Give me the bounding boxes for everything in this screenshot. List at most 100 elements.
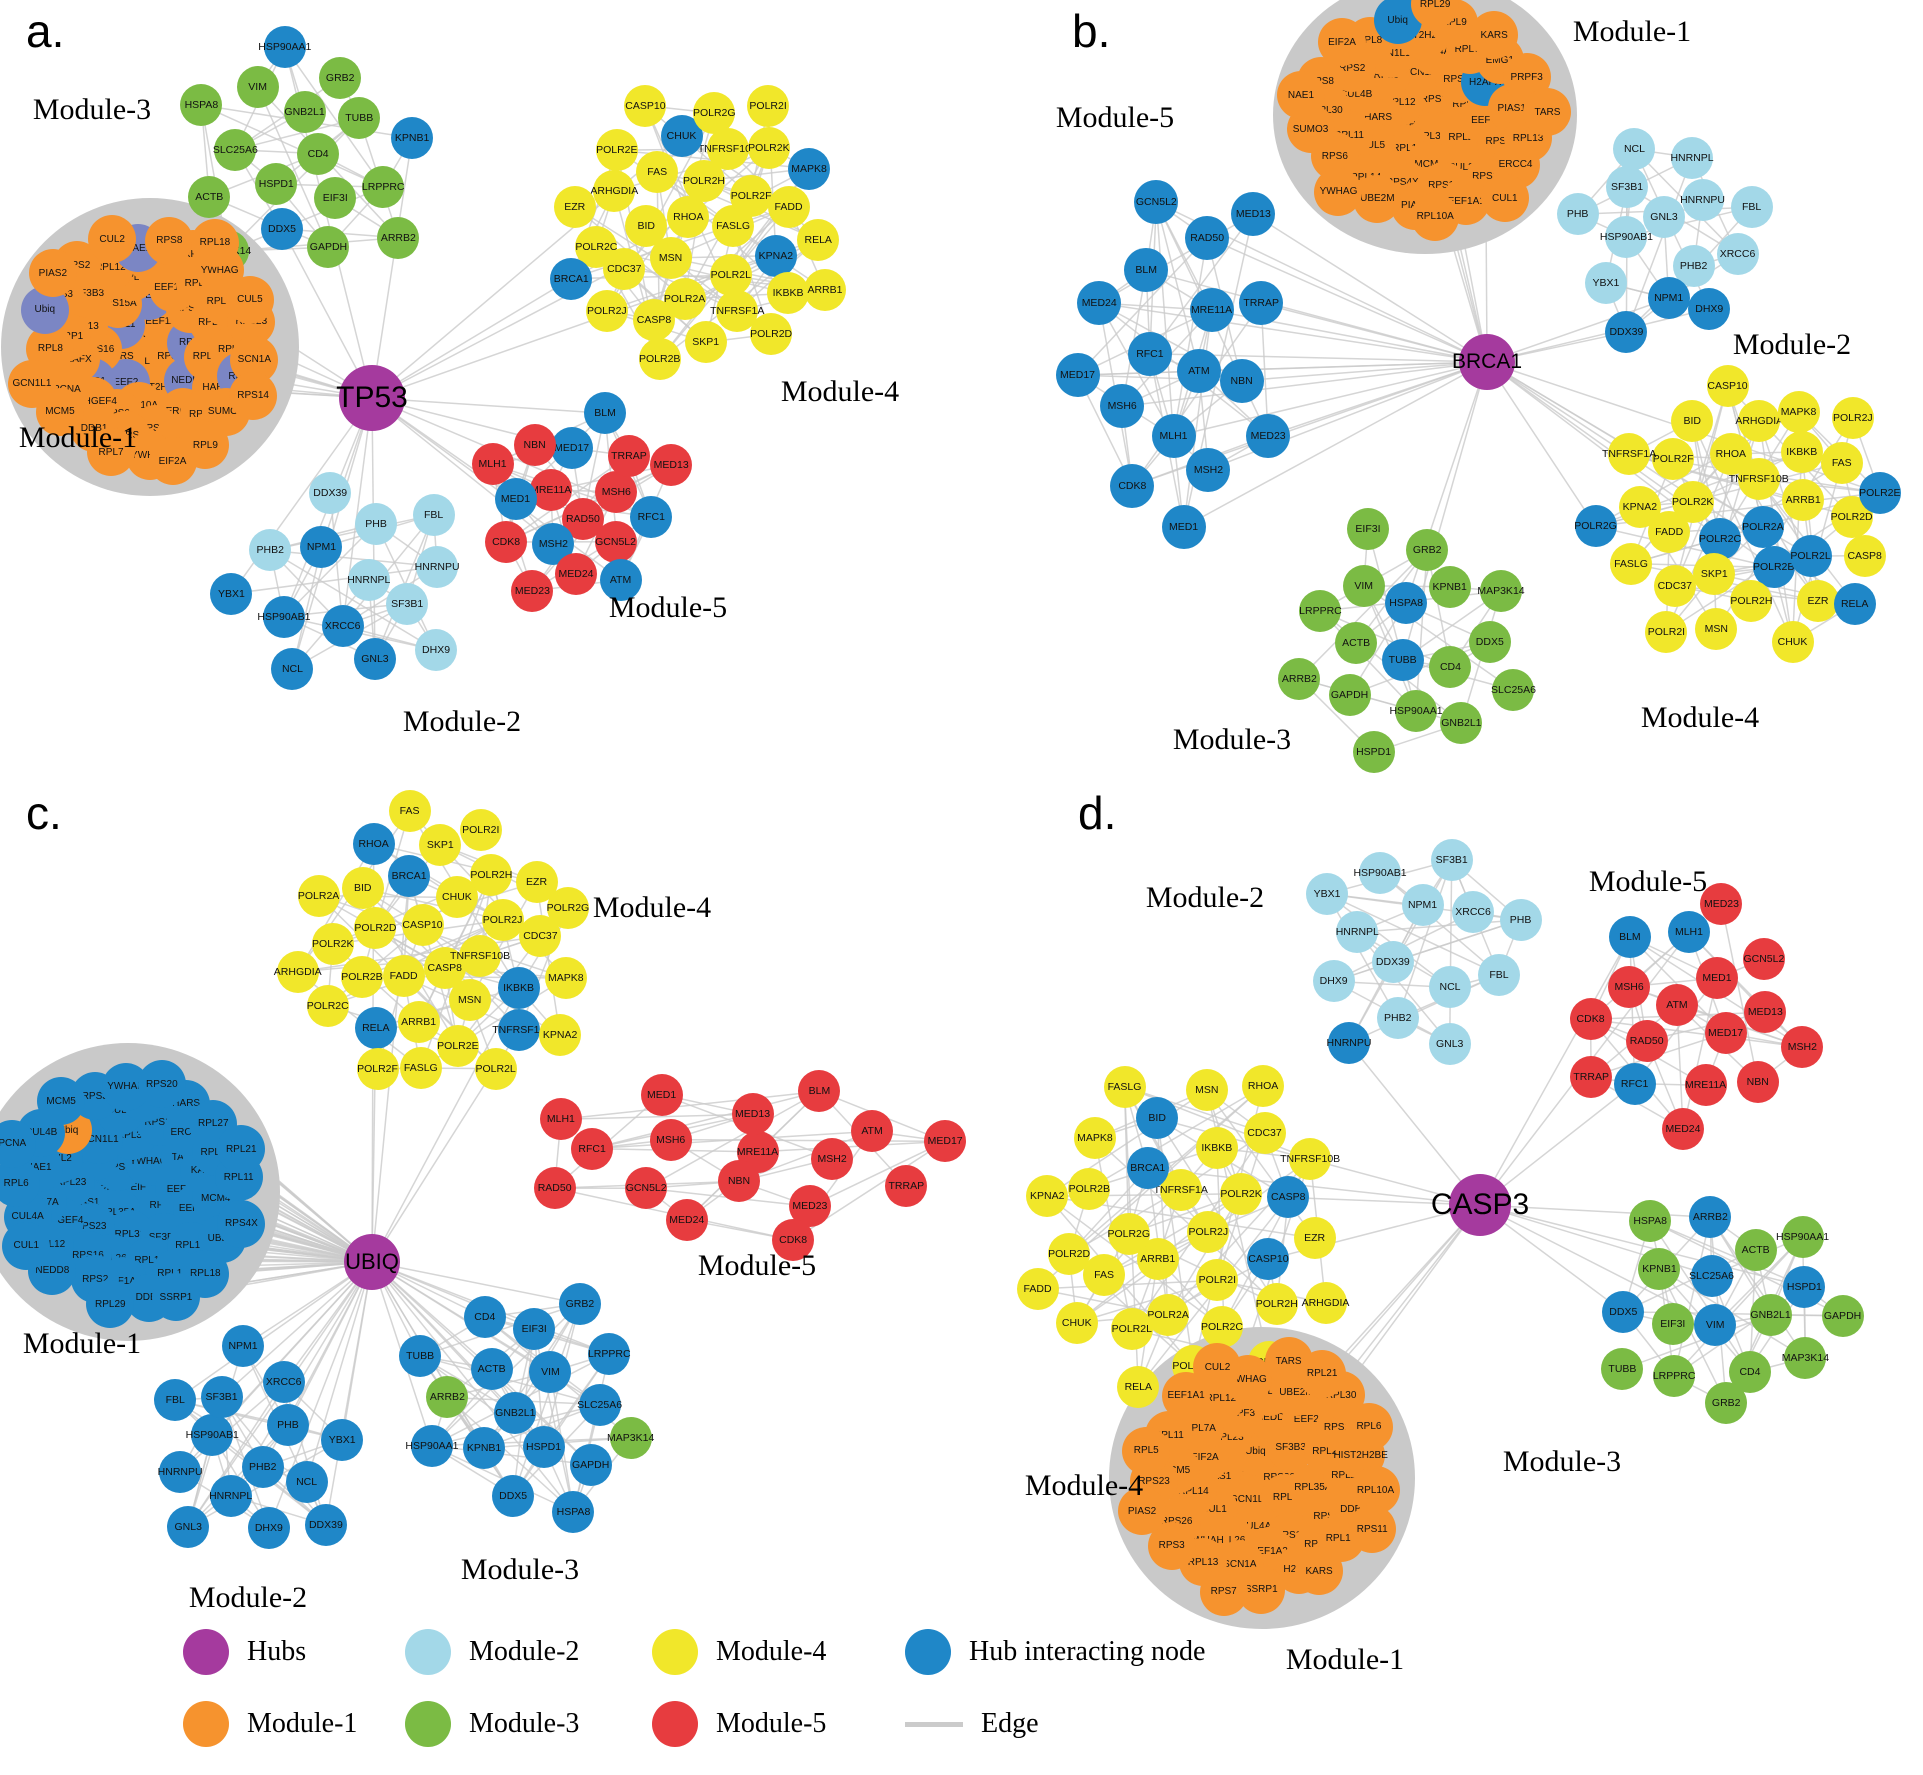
node-VIM[interactable]: VIM xyxy=(1694,1303,1737,1346)
node-TUBB[interactable]: TUBB xyxy=(338,97,381,140)
node-HNRNPU[interactable]: HNRNPU xyxy=(415,545,460,588)
node-RPS4X[interactable]: RPS4X xyxy=(217,1199,266,1248)
node-POLR2D[interactable]: POLR2D xyxy=(354,907,396,950)
node-MLH1[interactable]: MLH1 xyxy=(1151,414,1196,459)
node-GRB2[interactable]: GRB2 xyxy=(558,1282,601,1325)
node-TNFRSF10B[interactable]: TNFRSF10B xyxy=(450,934,510,977)
node-DDX5[interactable]: DDX5 xyxy=(1602,1290,1645,1333)
node-POLR2L[interactable]: POLR2L xyxy=(474,1047,517,1090)
node-CASP8[interactable]: CASP8 xyxy=(1843,534,1886,577)
node-HNRNPL[interactable]: HNRNPL xyxy=(1670,136,1714,179)
node-PHB2[interactable]: PHB2 xyxy=(249,529,292,572)
node-MED13[interactable]: MED13 xyxy=(1744,991,1787,1034)
node-HSPA8[interactable]: HSPA8 xyxy=(180,84,223,127)
node-POLR2B[interactable]: POLR2B xyxy=(1068,1167,1111,1210)
node-RPS7[interactable]: RPS7 xyxy=(1199,1567,1248,1616)
node-YBX1[interactable]: YBX1 xyxy=(321,1418,364,1461)
node-HSPD1[interactable]: HSPD1 xyxy=(1783,1265,1826,1308)
node-RFC1[interactable]: RFC1 xyxy=(1127,331,1172,376)
node-MLH1[interactable]: MLH1 xyxy=(539,1098,582,1141)
node-POLR2C[interactable]: POLR2C xyxy=(1699,517,1741,560)
node-CASP10[interactable]: CASP10 xyxy=(1247,1238,1290,1281)
node-GRB2[interactable]: GRB2 xyxy=(1406,528,1449,571)
hub-TP53[interactable]: TP53 xyxy=(336,365,408,431)
node-MSH6[interactable]: MSH6 xyxy=(649,1118,692,1161)
node-CDC37[interactable]: CDC37 xyxy=(603,248,646,291)
node-NCL[interactable]: NCL xyxy=(1429,966,1472,1009)
node-RPL7[interactable]: RPL7 xyxy=(87,428,136,477)
node-ARHGDIA[interactable]: ARHGDIA xyxy=(274,950,322,993)
node-NPM1[interactable]: NPM1 xyxy=(1647,277,1690,320)
node-MAPK8[interactable]: MAPK8 xyxy=(788,147,831,190)
node-HSPD1[interactable]: HSPD1 xyxy=(255,163,298,206)
node-BLM[interactable]: BLM xyxy=(1608,915,1651,958)
node-CDK8[interactable]: CDK8 xyxy=(772,1219,815,1262)
node-HNRNPL[interactable]: HNRNPL xyxy=(1336,911,1379,954)
node-MAP3K14[interactable]: MAP3K14 xyxy=(1782,1336,1829,1379)
node-SKP1[interactable]: SKP1 xyxy=(1693,552,1736,595)
node-MED1[interactable]: MED1 xyxy=(1695,956,1738,999)
node-EZR[interactable]: EZR xyxy=(1796,579,1839,622)
node-MAPK8[interactable]: MAPK8 xyxy=(1777,390,1820,433)
node-XRCC6[interactable]: XRCC6 xyxy=(262,1361,305,1404)
node-CUL1[interactable]: CUL1 xyxy=(1480,174,1529,223)
node-MED17[interactable]: MED17 xyxy=(924,1120,967,1163)
node-NBN[interactable]: NBN xyxy=(1736,1060,1779,1103)
node-NBN[interactable]: NBN xyxy=(1219,358,1264,403)
node-ACTB[interactable]: ACTB xyxy=(1335,622,1378,665)
node-EIF3I[interactable]: EIF3I xyxy=(314,177,357,220)
node-ACTB[interactable]: ACTB xyxy=(470,1347,513,1390)
node-FBL[interactable]: FBL xyxy=(1730,186,1773,229)
node-SF3B1[interactable]: SF3B1 xyxy=(386,582,429,625)
node-KPNA2[interactable]: KPNA2 xyxy=(539,1014,582,1057)
node-RPS20[interactable]: RPS20 xyxy=(137,1060,186,1109)
node-CDK8[interactable]: CDK8 xyxy=(485,521,528,564)
node-NPM1[interactable]: NPM1 xyxy=(1401,884,1444,927)
node-EIF2A[interactable]: EIF2A xyxy=(1318,18,1367,67)
node-HSP90AB1[interactable]: HSP90AB1 xyxy=(186,1414,239,1457)
node-SKP1[interactable]: SKP1 xyxy=(419,823,462,866)
node-YWHAG[interactable]: YWHAG xyxy=(1314,167,1363,216)
node-DDX5[interactable]: DDX5 xyxy=(492,1474,535,1517)
node-POLR2I[interactable]: POLR2I xyxy=(1196,1259,1239,1302)
node-CDK8[interactable]: CDK8 xyxy=(1569,998,1612,1041)
node-ARRB1[interactable]: ARRB1 xyxy=(1782,479,1825,522)
node-MRE11A[interactable]: MRE11A xyxy=(736,1130,779,1173)
node-GNL3[interactable]: GNL3 xyxy=(353,637,396,680)
node-POLR2B[interactable]: POLR2B xyxy=(638,338,681,381)
node-FBL[interactable]: FBL xyxy=(154,1379,197,1422)
node-GRB2[interactable]: GRB2 xyxy=(1705,1382,1748,1425)
node-RHOA[interactable]: RHOA xyxy=(352,822,395,865)
node-FBL[interactable]: FBL xyxy=(1477,953,1520,996)
node-HSPA8[interactable]: HSPA8 xyxy=(1629,1199,1672,1242)
node-ACTB[interactable]: ACTB xyxy=(188,175,231,218)
node-SLC25A6[interactable]: SLC25A6 xyxy=(577,1383,622,1426)
node-GCN5L2[interactable]: GCN5L2 xyxy=(594,520,637,563)
node-MED17[interactable]: MED17 xyxy=(1704,1012,1747,1055)
node-POLR2H[interactable]: POLR2H xyxy=(1730,579,1772,622)
node-CASP8[interactable]: CASP8 xyxy=(632,298,675,341)
node-ARRB2[interactable]: ARRB2 xyxy=(1278,657,1321,700)
node-MRE11A[interactable]: MRE11A xyxy=(1189,288,1234,333)
node-CHUK[interactable]: CHUK xyxy=(1055,1301,1098,1344)
node-HNRNPU[interactable]: HNRNPU xyxy=(1680,178,1725,221)
node-GNB2L1[interactable]: GNB2L1 xyxy=(1749,1294,1792,1336)
node-PHB2[interactable]: PHB2 xyxy=(1672,245,1715,288)
node-MED24[interactable]: MED24 xyxy=(665,1198,708,1241)
node-DHX9[interactable]: DHX9 xyxy=(1312,960,1355,1003)
node-POLR2I[interactable]: POLR2I xyxy=(1645,610,1688,653)
node-GCN5L2[interactable]: GCN5L2 xyxy=(1742,938,1785,981)
node-MED1[interactable]: MED1 xyxy=(494,477,537,520)
node-RAD50[interactable]: RAD50 xyxy=(533,1167,576,1210)
node-LRPPRC[interactable]: LRPPRC xyxy=(588,1332,631,1375)
node-BID[interactable]: BID xyxy=(341,867,384,910)
node-PHB[interactable]: PHB xyxy=(266,1403,309,1446)
node-RPS8[interactable]: RPS8 xyxy=(145,216,194,265)
node-KPNB1[interactable]: KPNB1 xyxy=(1638,1248,1681,1291)
node-RPL21[interactable]: RPL21 xyxy=(217,1125,266,1173)
node-BLM[interactable]: BLM xyxy=(798,1070,841,1113)
node-POLR2B[interactable]: POLR2B xyxy=(1752,546,1795,589)
node-DHX9[interactable]: DHX9 xyxy=(415,629,458,672)
node-FASLG[interactable]: FASLG xyxy=(1610,542,1653,585)
node-ARRB2[interactable]: ARRB2 xyxy=(1689,1196,1732,1239)
